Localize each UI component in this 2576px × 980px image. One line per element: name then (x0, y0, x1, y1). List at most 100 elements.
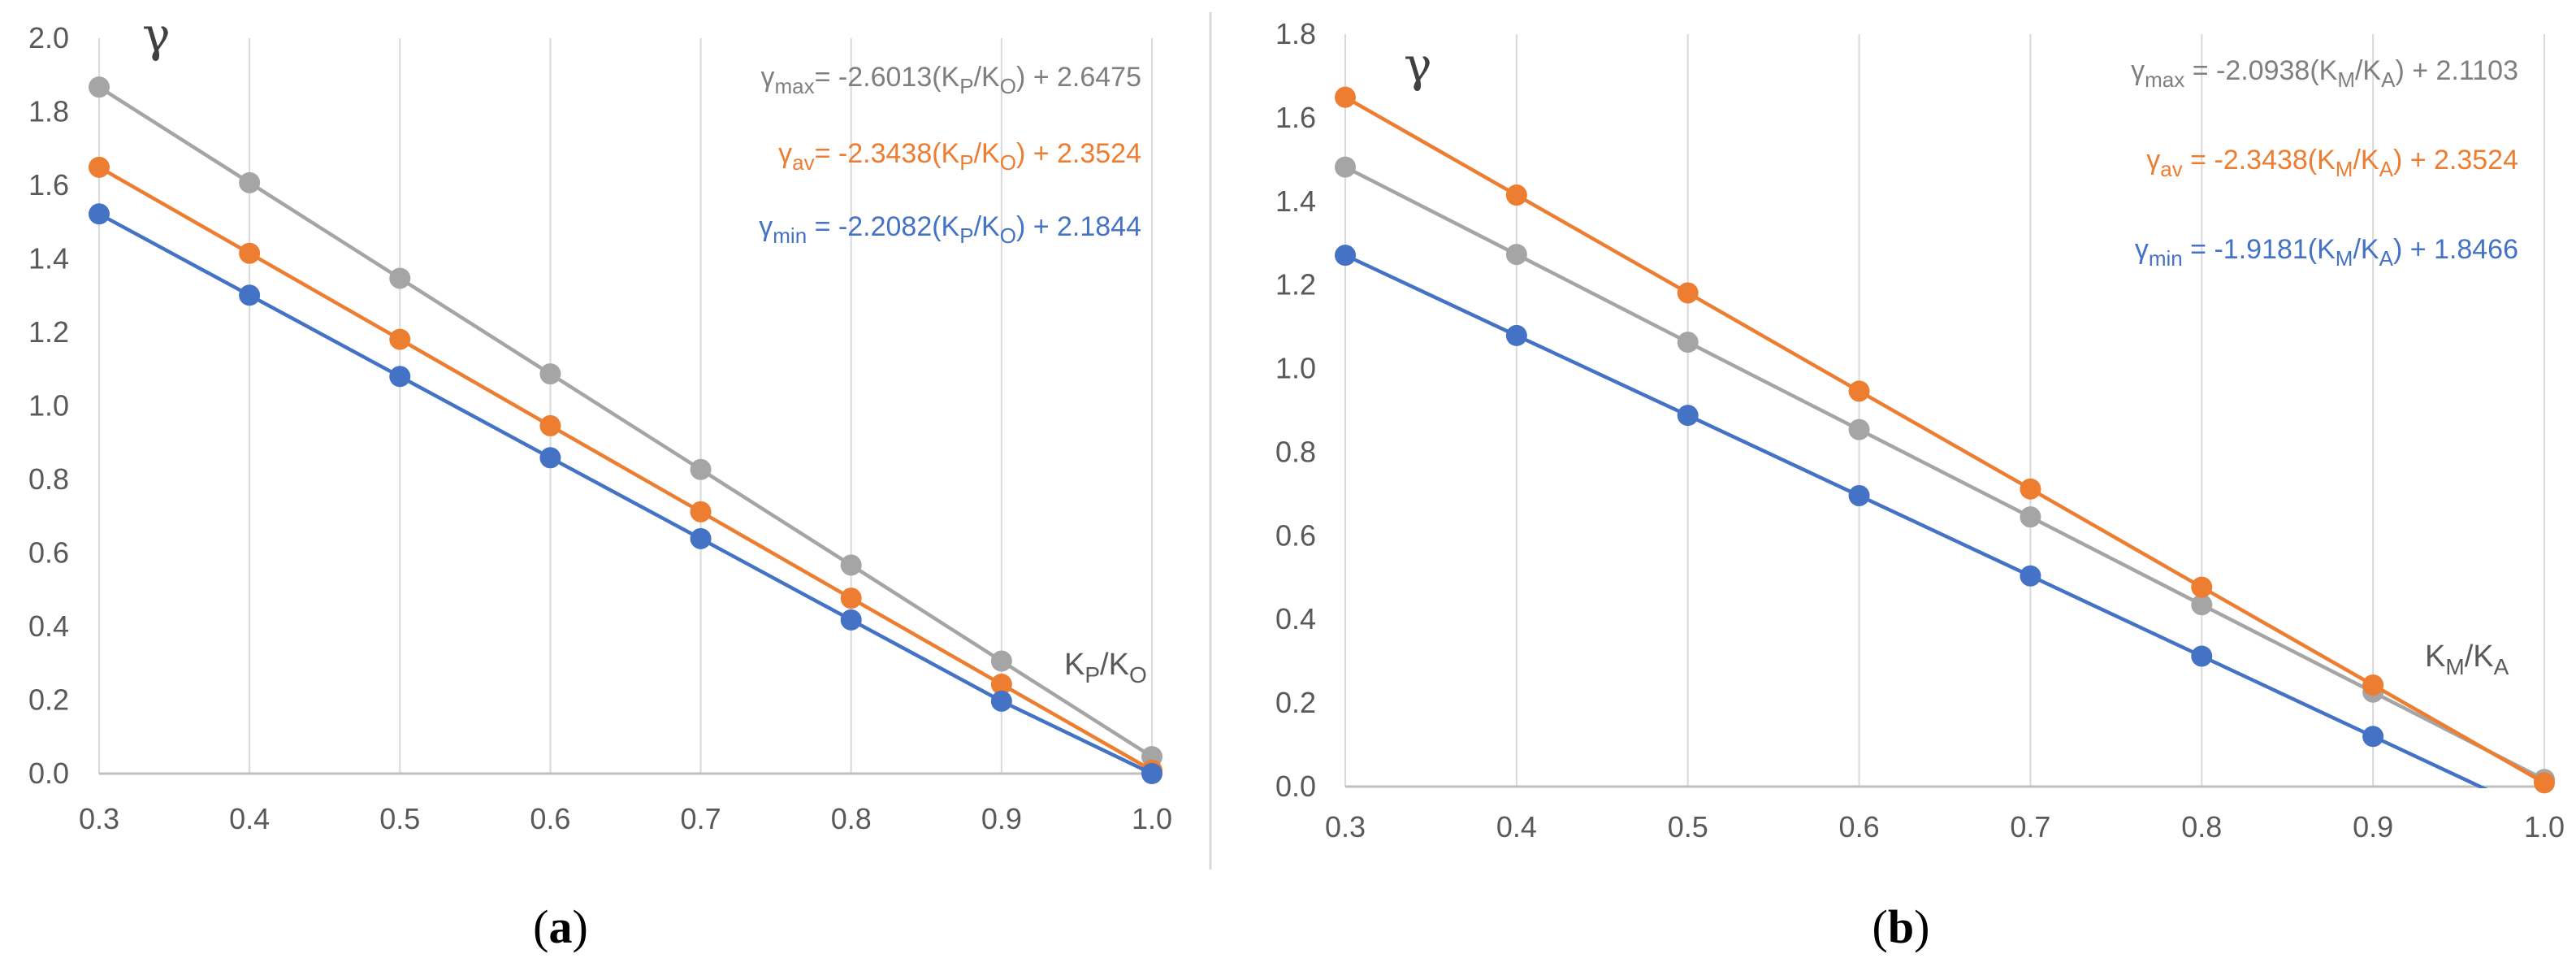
y-tick-label: 0.8 (28, 462, 69, 496)
y-tick-label: 1.4 (1275, 184, 1316, 218)
y-tick-label: 1.0 (28, 389, 69, 423)
equation-part: = -2.0938(K (2184, 55, 2337, 86)
x-tick-label: 1.0 (1132, 802, 1172, 835)
caption-open: ( (533, 900, 548, 953)
data-point (690, 501, 712, 523)
equation-part: ) + 2.3524 (2393, 145, 2518, 176)
x-tick-label: 0.5 (1668, 810, 1708, 843)
series-line-γmax (1344, 165, 2546, 782)
equation-part: = -2.6013(K (815, 62, 960, 93)
x-tick-label: 0.8 (2181, 810, 2222, 843)
data-point (840, 609, 862, 631)
equation-part: γ (760, 62, 774, 93)
equation-max: γmax = -2.0938(KM/KA) + 2.1103 (2131, 55, 2518, 92)
series-line-γmax (97, 85, 1154, 759)
equation-part: max (774, 74, 814, 98)
data-point (2191, 594, 2213, 616)
x-axis-label-sub2: O (1129, 662, 1147, 687)
data-point (1505, 324, 1527, 346)
y-tick-label: 0.0 (1275, 770, 1316, 803)
equation-part: γ (2135, 234, 2149, 265)
equation-part: av (2160, 157, 2182, 181)
equation-part: = -2.2082(K (807, 211, 959, 242)
equation-part: ) + 2.1103 (2395, 55, 2518, 86)
equation-part: M (2337, 67, 2355, 92)
caption-letter: b (1888, 900, 1914, 953)
x-tick-label: 0.3 (1325, 810, 1366, 843)
equation-part: ) + 2.1844 (1016, 211, 1141, 242)
x-axis-label: KP/KO (1064, 648, 1147, 687)
data-point (2191, 576, 2213, 598)
y-tick-label: 1.6 (28, 168, 69, 202)
equation-part: min (2149, 246, 2183, 271)
series-line-γmin (97, 212, 1153, 775)
y-tick-label: 1.4 (28, 242, 69, 275)
data-point (89, 76, 110, 98)
equation-part: max (2145, 67, 2184, 92)
y-tick-label: 0.8 (1275, 435, 1316, 468)
y-tick-label: 0.6 (1275, 518, 1316, 552)
x-axis-label-base2: K (2473, 640, 2493, 674)
data-point (1505, 184, 1527, 206)
data-point (2362, 674, 2384, 696)
equation-part: M (2336, 157, 2353, 181)
data-point (990, 674, 1012, 696)
y-tick-label: 1.8 (28, 95, 69, 128)
data-point (1335, 245, 1356, 267)
data-point (239, 284, 261, 306)
panel-caption: (a) (533, 900, 588, 953)
data-point (2020, 478, 2041, 500)
y-tick-label: 0.2 (28, 683, 69, 717)
x-axis-label: KM/KA (2425, 640, 2509, 679)
data-point (1848, 484, 1870, 506)
x-tick-label: 0.8 (831, 802, 872, 835)
equation-part: = -2.3438(K (815, 138, 960, 169)
data-point (539, 447, 561, 469)
data-point (1335, 86, 1356, 108)
x-tick-label: 0.4 (1496, 810, 1537, 843)
equation-part: = -2.3438(K (2183, 145, 2336, 176)
equation-min: γmin = -1.9181(KM/KA) + 1.8466 (2135, 234, 2518, 271)
data-point (2534, 772, 2555, 794)
data-point (2362, 726, 2384, 748)
x-axis-label-base2: K (1109, 648, 1129, 682)
y-tick-label: 1.2 (28, 315, 69, 349)
y-tick-label: 2.0 (28, 21, 69, 54)
equation-part: /K (974, 138, 1000, 169)
data-point (990, 690, 1012, 712)
equation-part: A (2381, 67, 2396, 92)
x-axis-label-base1: K (2425, 640, 2445, 674)
data-point (2020, 565, 2041, 587)
x-axis-label-sep: / (2465, 640, 2474, 674)
equation-part: O (1000, 223, 1016, 248)
equation-part: ) + 2.3524 (1016, 138, 1141, 169)
data-point (1677, 282, 1699, 304)
equation-part: /K (2355, 55, 2381, 86)
x-tick-label: 0.9 (2353, 810, 2393, 843)
equation-part: ) + 1.8466 (2393, 234, 2518, 265)
x-tick-label: 0.7 (2010, 810, 2050, 843)
y-axis-symbol: γ (1404, 37, 1432, 93)
equation-part: /K (974, 211, 1000, 242)
data-point (1677, 332, 1699, 353)
equation-part: O (1000, 150, 1016, 175)
x-tick-label: 0.6 (530, 802, 570, 835)
data-point (89, 203, 110, 225)
equation-min: γmin = -2.2082(KP/KO) + 2.1844 (759, 211, 1141, 248)
x-axis-label-sub2: A (2494, 654, 2509, 679)
x-axis-label-sep: / (1100, 648, 1109, 682)
equation-part: P (959, 223, 973, 248)
data-point (1848, 380, 1870, 402)
data-point (690, 458, 712, 480)
chart-panel-a: 0.3 0.4 0.5 0.6 0.7 0.8 0.9 1.0 0.0 0.2 0.4 0.6 0.8 1… (28, 7, 1172, 953)
data-point (389, 267, 411, 289)
equation-part: = -1.9181(K (2183, 234, 2336, 265)
equation-part: γ (2131, 55, 2145, 86)
series-line-γav (97, 165, 1154, 772)
data-point (690, 527, 712, 549)
equation-part: γ (778, 138, 792, 169)
data-point (1141, 763, 1162, 784)
data-point (990, 650, 1012, 672)
y-tick-label: 0.0 (28, 757, 69, 790)
y-tick-label: 0.2 (1275, 686, 1316, 719)
